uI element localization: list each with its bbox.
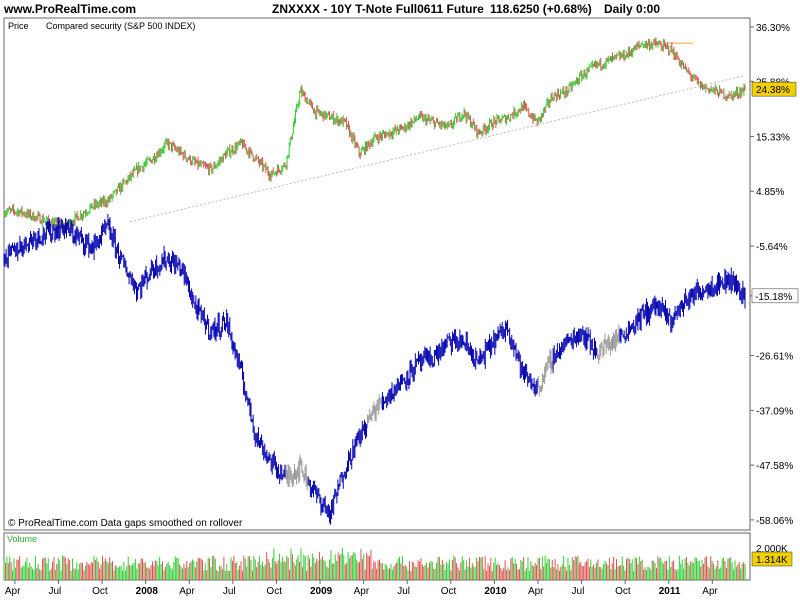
y-tick-label-3: 4.85% xyxy=(756,187,784,198)
x-tick-label-11: 2010 xyxy=(484,586,507,597)
chart-header: www.ProRealTime.com ZNXXXX - 10Y T-Note … xyxy=(0,0,800,18)
x-tick-label-1: Jul xyxy=(48,586,61,597)
y-tick-label-0: 36.30% xyxy=(756,23,790,34)
y-axis: 36.30%25.88%15.33%4.85%-5.64%-15.18%-26.… xyxy=(750,23,799,527)
compare-last-tag-text: -15.18% xyxy=(755,292,792,303)
x-tick-label-0: Apr xyxy=(5,586,21,597)
x-tick-label-10: Oct xyxy=(441,586,457,597)
x-tick-label-7: 2009 xyxy=(310,586,333,597)
trendline xyxy=(129,74,746,223)
period-label: Daily 0:00 xyxy=(604,2,661,16)
price-last-tag-box xyxy=(751,81,797,97)
price-last-tag: 24.38% xyxy=(751,81,797,97)
price-legend: Price xyxy=(8,21,29,31)
y-tick-label-2: 15.33% xyxy=(756,132,790,143)
compare-last-tag-box xyxy=(751,288,799,304)
volume-last-tag: 1.314K xyxy=(751,551,793,567)
volume-last-value: 1.314K xyxy=(756,555,788,566)
compare-series xyxy=(3,213,746,525)
volume-bars xyxy=(3,547,746,580)
instrument-title: ZNXXXX - 10Y T-Note Full0611 Future xyxy=(272,2,484,16)
x-tick-label-12: Apr xyxy=(528,586,544,597)
x-tick-label-6: Oct xyxy=(266,586,282,597)
compare-legend: Compared security (S&P 500 INDEX) xyxy=(46,21,195,31)
y-tick-label-6: -26.61% xyxy=(756,352,793,363)
price-last-tag-text: 24.38% xyxy=(756,85,790,96)
y-tick-label-9: -58.06% xyxy=(756,516,793,527)
y-tick-label-4: -5.64% xyxy=(756,242,788,253)
site-brand[interactable]: www.ProRealTime.com xyxy=(4,2,137,16)
x-tick-label-13: Jul xyxy=(572,586,585,597)
price-series xyxy=(3,37,746,233)
x-tick-label-8: Apr xyxy=(354,586,370,597)
x-tick-label-16: Apr xyxy=(702,586,718,597)
x-tick-label-3: 2008 xyxy=(136,586,159,597)
compare-last-tag: -15.18% xyxy=(751,288,799,304)
volume-legend: Volume xyxy=(7,534,37,544)
y-tick-label-7: -37.09% xyxy=(756,406,793,417)
x-tick-label-15: 2011 xyxy=(659,586,681,597)
x-tick-label-9: Jul xyxy=(397,586,410,597)
x-tick-label-4: Apr xyxy=(179,586,195,597)
chart-footer: © ProRealTime.com Data gaps smoothed on … xyxy=(8,518,243,529)
last-price: 118.6250 (+0.68%) xyxy=(490,2,592,16)
x-tick-label-5: Jul xyxy=(223,586,236,597)
y-tick-label-8: -47.58% xyxy=(756,461,793,472)
x-tick-label-2: Oct xyxy=(92,586,108,597)
volume-tick-top: 2.000K xyxy=(756,544,788,555)
price-pane[interactable] xyxy=(3,17,751,531)
x-tick-label-14: Oct xyxy=(615,586,631,597)
x-axis: Apr Jul Oct 2008 Apr Jul Oct 2009 Apr Jul Oct 2010 A… xyxy=(5,580,719,597)
